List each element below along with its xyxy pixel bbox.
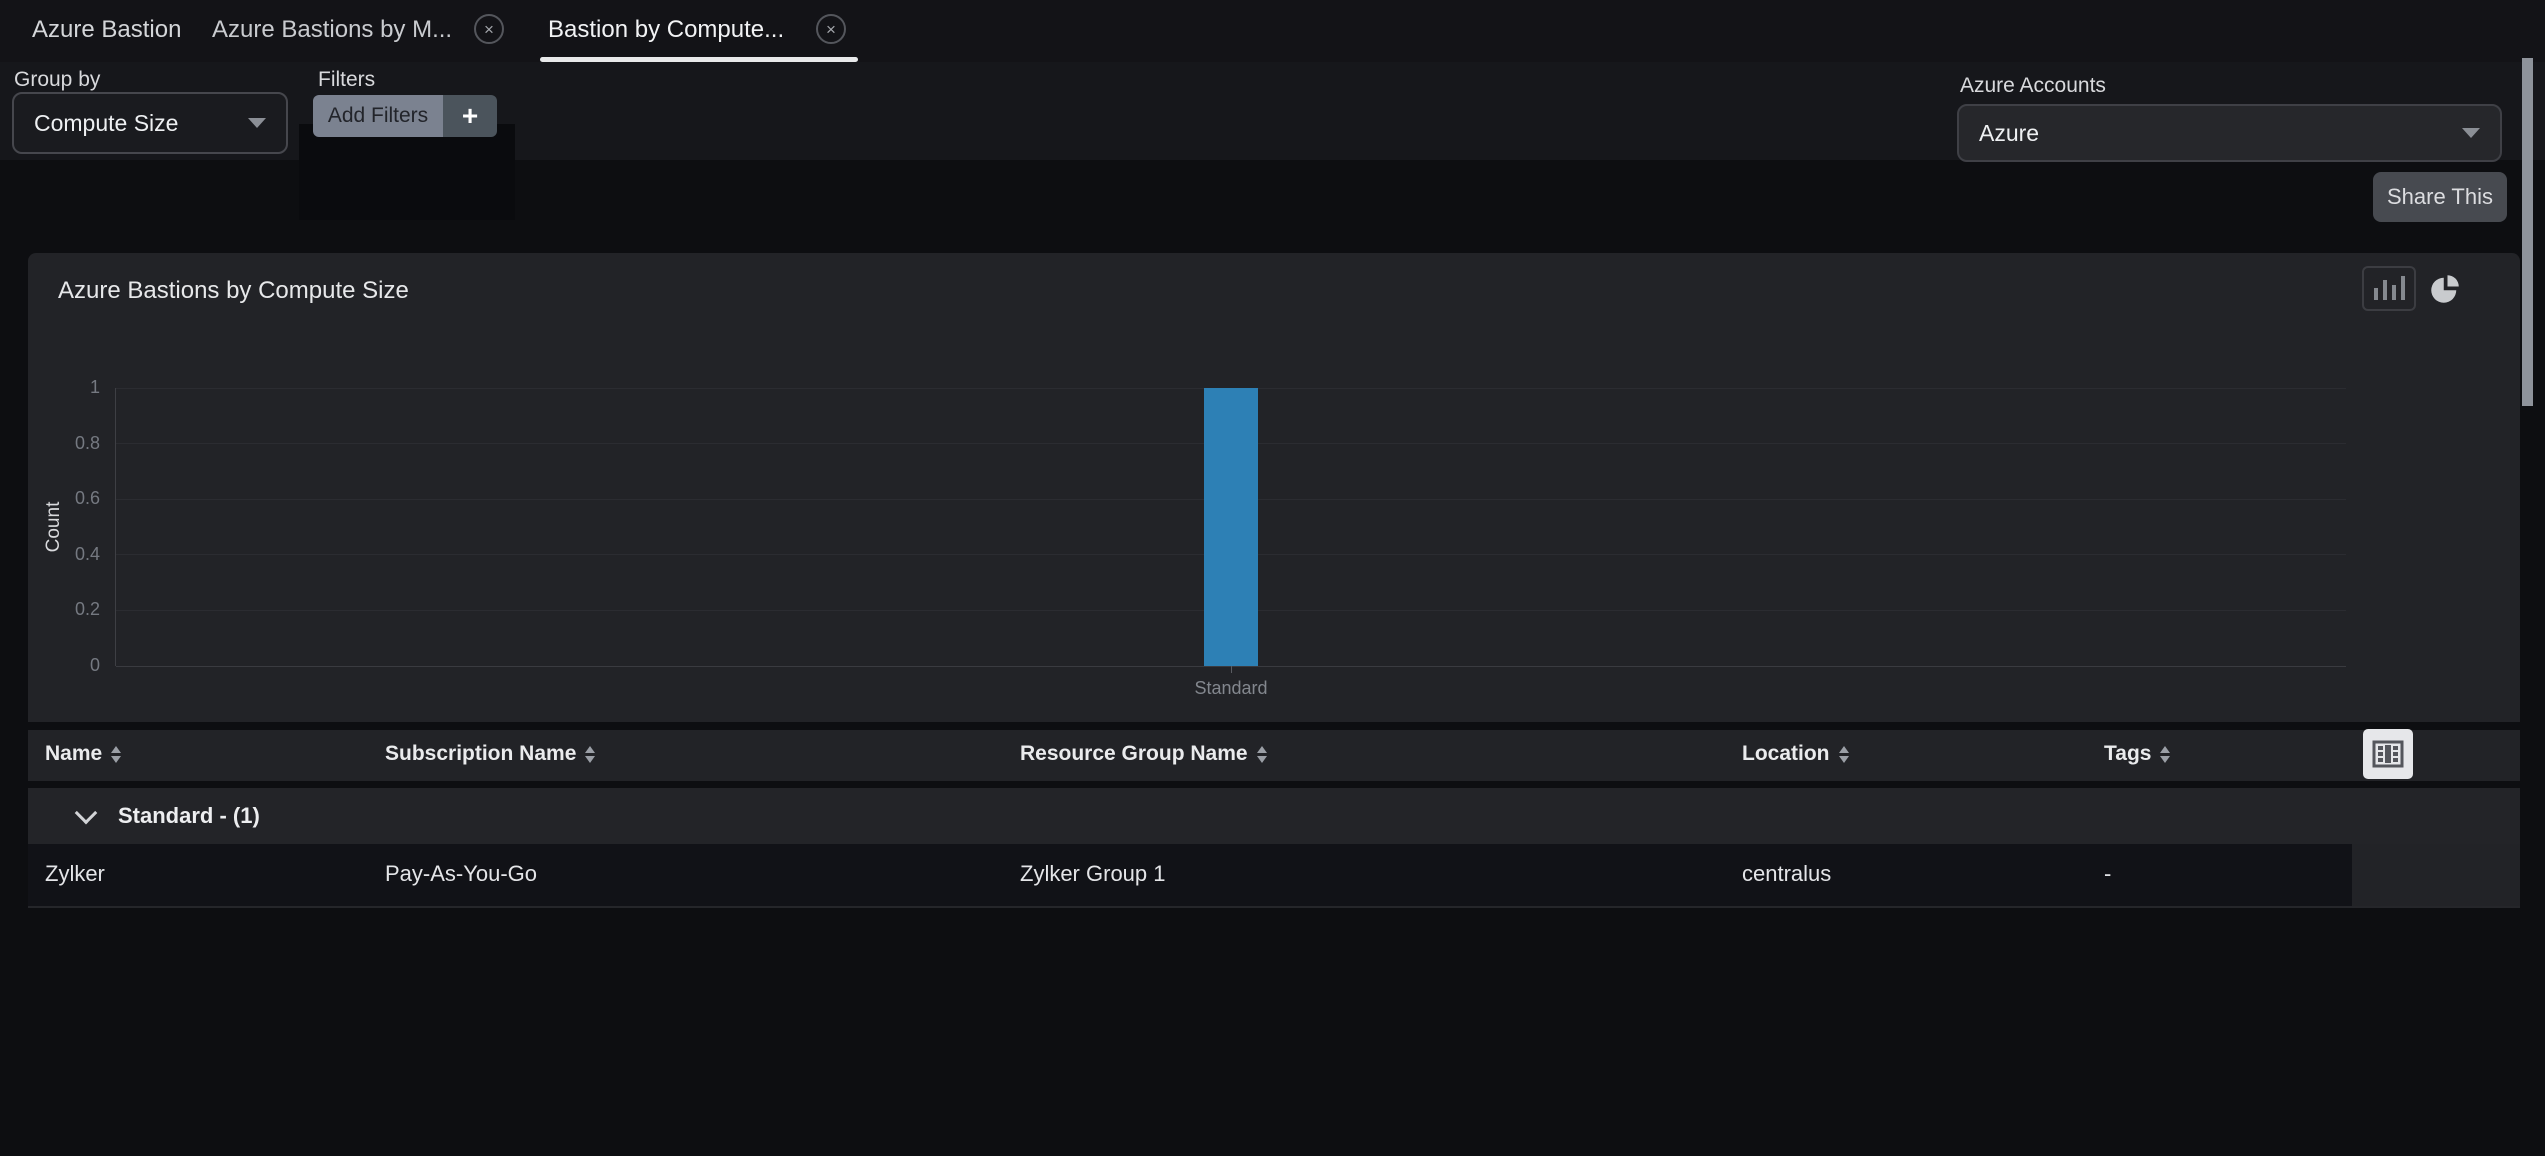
y-tick-label: 0.4 <box>74 543 100 564</box>
table-header-row: Name Subscription Name Resource Group Na… <box>28 729 2520 781</box>
group-row-label: Standard - (1) <box>118 803 260 828</box>
azure-accounts-value: Azure <box>1979 119 2040 146</box>
sort-icon[interactable] <box>1838 745 1849 763</box>
tab-azure-bastion[interactable]: Azure Bastion <box>32 16 182 43</box>
column-header-resource-group-name[interactable]: Resource Group Name <box>1020 742 1267 766</box>
x-tick <box>1231 666 1232 673</box>
sort-icon[interactable] <box>585 745 596 763</box>
group-by-dropdown[interactable]: Compute Size <box>12 92 288 154</box>
y-tick-label: 0.2 <box>74 599 100 620</box>
column-header-name[interactable]: Name <box>45 742 122 766</box>
active-tab-underline <box>540 57 858 62</box>
group-by-label: Group by <box>14 68 101 91</box>
filters-label: Filters <box>318 68 376 91</box>
sort-icon[interactable] <box>1256 745 1267 763</box>
column-header-label: Tags <box>2104 742 2152 765</box>
chevron-down-icon <box>2462 128 2480 138</box>
column-picker-icon[interactable] <box>2363 729 2413 779</box>
bar-chart-icon[interactable] <box>2362 266 2416 311</box>
cell-tags: - <box>2104 861 2112 886</box>
filters-section-background <box>299 124 515 220</box>
group-by-value: Compute Size <box>34 109 179 136</box>
column-header-label: Location <box>1742 742 1830 765</box>
column-header-tags[interactable]: Tags <box>2104 742 2171 766</box>
chart-title: Azure Bastions by Compute Size <box>58 277 409 304</box>
chevron-down-icon[interactable] <box>74 801 98 825</box>
sort-icon[interactable] <box>2160 745 2171 763</box>
close-icon[interactable]: × <box>474 14 504 44</box>
azure-accounts-dropdown[interactable]: Azure <box>1957 104 2502 162</box>
column-header-location[interactable]: Location <box>1742 742 1849 766</box>
cell-subscription-name: Pay-As-You-Go <box>385 861 538 886</box>
close-icon[interactable]: × <box>816 14 846 44</box>
cell-location: centralus <box>1742 861 1832 886</box>
table-row[interactable]: Zylker Pay-As-You-Go Zylker Group 1 cent… <box>28 844 2520 906</box>
sort-icon[interactable] <box>111 745 122 763</box>
add-filters-control: Add Filters + <box>313 95 497 137</box>
column-header-label: Subscription Name <box>385 742 577 765</box>
x-tick-label: Standard <box>1194 678 1268 698</box>
add-filters-button[interactable]: Add Filters <box>313 95 443 137</box>
chevron-down-icon <box>248 118 266 128</box>
share-this-button[interactable]: Share This <box>2373 172 2507 222</box>
vertical-scrollbar[interactable] <box>2522 58 2533 406</box>
chart-panel: Azure Bastions by Compute Size Count 0 0.… <box>28 253 2520 722</box>
bar-standard[interactable] <box>1204 388 1258 666</box>
table-divider <box>28 906 2520 908</box>
azure-accounts-label: Azure Accounts <box>1960 74 2106 97</box>
plus-icon[interactable]: + <box>443 95 497 137</box>
chart-plot: Count 0 0.2 0.4 0.6 0.8 1 Standard <box>43 377 2346 698</box>
row-trailing-cell <box>2352 844 2520 906</box>
tab-azure-bastions-by-m[interactable]: Azure Bastions by M... <box>212 16 453 43</box>
column-header-subscription-name[interactable]: Subscription Name <box>385 742 596 766</box>
tab-bastion-by-compute[interactable]: Bastion by Compute... <box>548 16 785 43</box>
y-tick-label: 0.6 <box>74 488 100 509</box>
y-tick-label: 0.8 <box>74 432 100 453</box>
y-tick-label: 1 <box>89 377 100 397</box>
column-header-label: Resource Group Name <box>1020 742 1248 765</box>
cell-name: Zylker <box>45 861 105 886</box>
tab-bar: Azure Bastion Azure Bastions by M... × B… <box>0 0 2545 62</box>
y-tick-label: 0 <box>89 655 100 675</box>
chart-type-switcher <box>2362 266 2460 311</box>
pie-chart-icon[interactable] <box>2430 274 2460 304</box>
cell-resource-group-name: Zylker Group 1 <box>1020 861 1166 886</box>
table-group-row[interactable]: Standard - (1) <box>28 788 2520 844</box>
column-header-label: Name <box>45 742 103 765</box>
